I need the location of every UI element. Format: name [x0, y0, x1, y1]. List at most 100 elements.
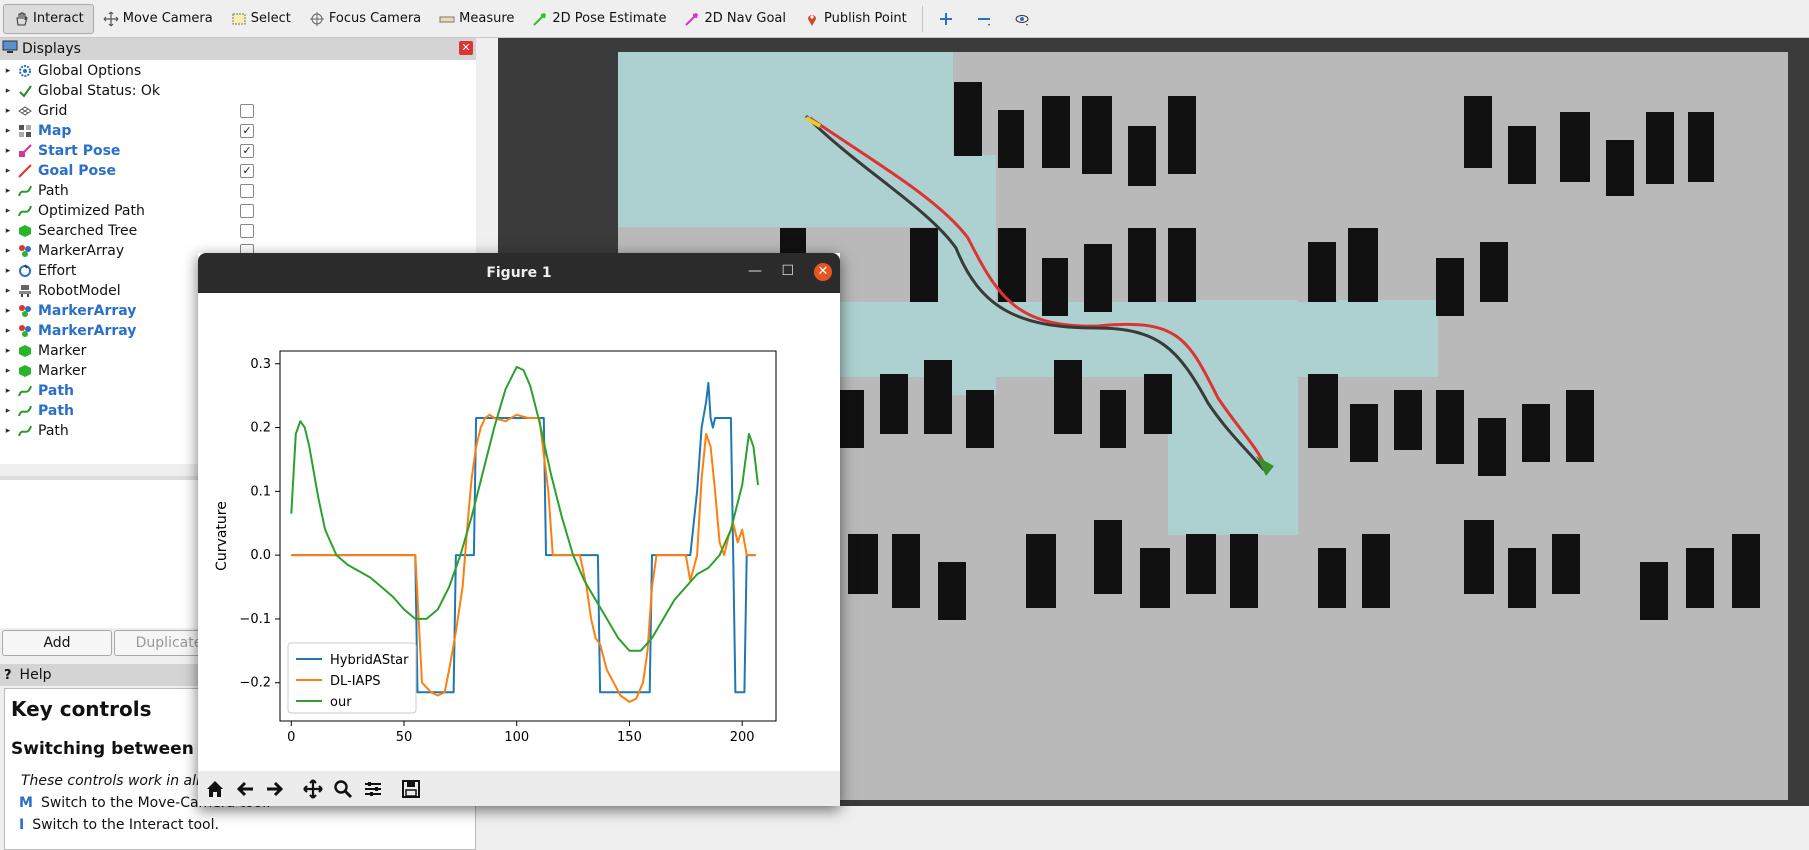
- display-item-checkbox[interactable]: ✓: [240, 163, 254, 178]
- obstacles: [780, 82, 1760, 620]
- expand-arrow-icon[interactable]: ▸: [5, 325, 11, 336]
- obstacle-block: [1552, 534, 1580, 594]
- tool-publish-point[interactable]: Publish Point: [795, 4, 916, 34]
- display-item[interactable]: ▸ Start Pose ✓: [0, 141, 476, 160]
- expand-arrow-icon[interactable]: ▸: [5, 305, 11, 316]
- obstacle-block: [1688, 112, 1714, 182]
- obstacle-block: [1308, 374, 1338, 448]
- goal-pose-arrow: [1256, 456, 1274, 476]
- expand-arrow-icon[interactable]: ▸: [5, 65, 11, 76]
- obstacle-block: [1362, 534, 1390, 608]
- forward-arrow-icon[interactable]: [262, 776, 288, 802]
- configure-subplots-icon[interactable]: [360, 776, 386, 802]
- obstacle-block: [1436, 390, 1464, 464]
- expand-arrow-icon[interactable]: ▸: [5, 145, 11, 156]
- save-icon[interactable]: [398, 776, 424, 802]
- minimize-icon[interactable]: —: [748, 263, 762, 279]
- toolbar-separator: [921, 5, 923, 32]
- display-item[interactable]: ▸ Optimized Path: [0, 201, 476, 220]
- display-item-checkbox[interactable]: ✓: [240, 143, 254, 158]
- display-item-label: Searched Tree: [38, 222, 138, 239]
- expand-arrow-icon[interactable]: ▸: [5, 165, 11, 176]
- expand-arrow-icon[interactable]: ▸: [5, 185, 11, 196]
- figure-title: Figure 1: [486, 265, 552, 281]
- display-item[interactable]: ▸ Global Options: [0, 61, 476, 80]
- expand-arrow-icon[interactable]: ▸: [5, 385, 11, 396]
- display-item[interactable]: ▸ Path: [0, 381, 476, 400]
- zoom-icon[interactable]: [330, 776, 356, 802]
- display-item[interactable]: ▸ MarkerArray: [0, 301, 476, 320]
- nav-goal-icon: [684, 11, 700, 27]
- display-item[interactable]: ▸ Path: [0, 421, 476, 440]
- display-item-label: Goal Pose: [38, 162, 116, 179]
- expand-arrow-icon[interactable]: ▸: [5, 205, 11, 216]
- display-item[interactable]: ▸ Global Status: Ok: [0, 81, 476, 100]
- display-item[interactable]: ▸ Grid: [0, 101, 476, 120]
- expand-arrow-icon[interactable]: ▸: [5, 365, 11, 376]
- tool-2d-nav-goal[interactable]: 2D Nav Goal: [675, 4, 795, 34]
- display-item[interactable]: ▸ Path: [0, 181, 476, 200]
- tool-select[interactable]: Select: [222, 4, 300, 34]
- checkmark-icon: [16, 83, 34, 99]
- display-item[interactable]: ▸ Path: [0, 401, 476, 420]
- obstacle-block: [892, 534, 920, 608]
- close-icon[interactable]: ✕: [459, 41, 473, 55]
- select-icon: [231, 11, 247, 27]
- maximize-icon[interactable]: ☐: [781, 263, 794, 279]
- display-item-label: Path: [38, 402, 74, 419]
- displays-panel-title: Displays: [22, 41, 81, 57]
- tool-measure[interactable]: Measure: [430, 4, 523, 34]
- expand-arrow-icon[interactable]: ▸: [5, 105, 11, 116]
- back-arrow-icon[interactable]: [232, 776, 258, 802]
- map-icon: [16, 123, 34, 139]
- obstacle-block: [1140, 548, 1170, 608]
- obstacle-block: [1230, 534, 1258, 608]
- figure-titlebar[interactable]: Figure 1 — ☐ ✕: [198, 253, 840, 293]
- display-item[interactable]: ▸ MarkerArray: [0, 321, 476, 340]
- display-item[interactable]: ▸ Marker: [0, 341, 476, 360]
- display-item-checkbox[interactable]: [240, 203, 254, 218]
- obstacle-block: [1084, 244, 1112, 312]
- add-display-button[interactable]: Add: [2, 630, 112, 656]
- display-item-checkbox[interactable]: [240, 223, 254, 238]
- pan-icon[interactable]: [300, 776, 326, 802]
- expand-arrow-icon[interactable]: ▸: [5, 425, 11, 436]
- display-item-label: Marker: [38, 362, 87, 379]
- tool-2d-pose-estimate[interactable]: 2D Pose Estimate: [523, 4, 675, 34]
- expand-arrow-icon[interactable]: ▸: [5, 405, 11, 416]
- display-item-checkbox[interactable]: [240, 183, 254, 198]
- obstacle-block: [1100, 390, 1126, 448]
- obstacle-block: [848, 534, 878, 594]
- expand-arrow-icon[interactable]: ▸: [5, 85, 11, 96]
- display-item-checkbox[interactable]: [240, 103, 254, 118]
- expand-arrow-icon[interactable]: ▸: [5, 245, 11, 256]
- display-item[interactable]: ▸ MarkerArray: [0, 241, 476, 260]
- add-tool-button[interactable]: [929, 4, 967, 34]
- expand-arrow-icon[interactable]: ▸: [5, 285, 11, 296]
- display-item-label: RobotModel: [38, 282, 121, 299]
- home-icon[interactable]: [202, 776, 228, 802]
- display-item[interactable]: ▸ RobotModel: [0, 281, 476, 300]
- expand-arrow-icon[interactable]: ▸: [5, 125, 11, 136]
- plus-icon: [938, 11, 954, 27]
- display-item[interactable]: ▸ Marker: [0, 361, 476, 380]
- obstacle-block: [1394, 390, 1422, 450]
- legend-entry: HybridAStar: [330, 653, 409, 668]
- obstacle-block: [1436, 258, 1464, 316]
- tool-interact[interactable]: Interact: [3, 3, 94, 34]
- display-item-checkbox[interactable]: ✓: [240, 123, 254, 138]
- display-item[interactable]: ▸ Goal Pose ✓: [0, 161, 476, 180]
- display-item[interactable]: ▸ Map ✓: [0, 121, 476, 140]
- remove-tool-button[interactable]: [967, 4, 1005, 34]
- expand-arrow-icon[interactable]: ▸: [5, 225, 11, 236]
- panels-view-button[interactable]: [1005, 4, 1043, 34]
- obstacle-block: [1144, 374, 1172, 434]
- display-item[interactable]: ▸ Effort: [0, 261, 476, 280]
- figure-close-icon[interactable]: ✕: [814, 263, 832, 281]
- display-item[interactable]: ▸ Searched Tree: [0, 221, 476, 240]
- tool-focus-camera[interactable]: Focus Camera: [300, 4, 430, 34]
- tool-2d-pose-estimate-label: 2D Pose Estimate: [552, 11, 667, 26]
- tool-move-camera[interactable]: Move Camera: [94, 4, 222, 34]
- expand-arrow-icon[interactable]: ▸: [5, 265, 11, 276]
- expand-arrow-icon[interactable]: ▸: [5, 345, 11, 356]
